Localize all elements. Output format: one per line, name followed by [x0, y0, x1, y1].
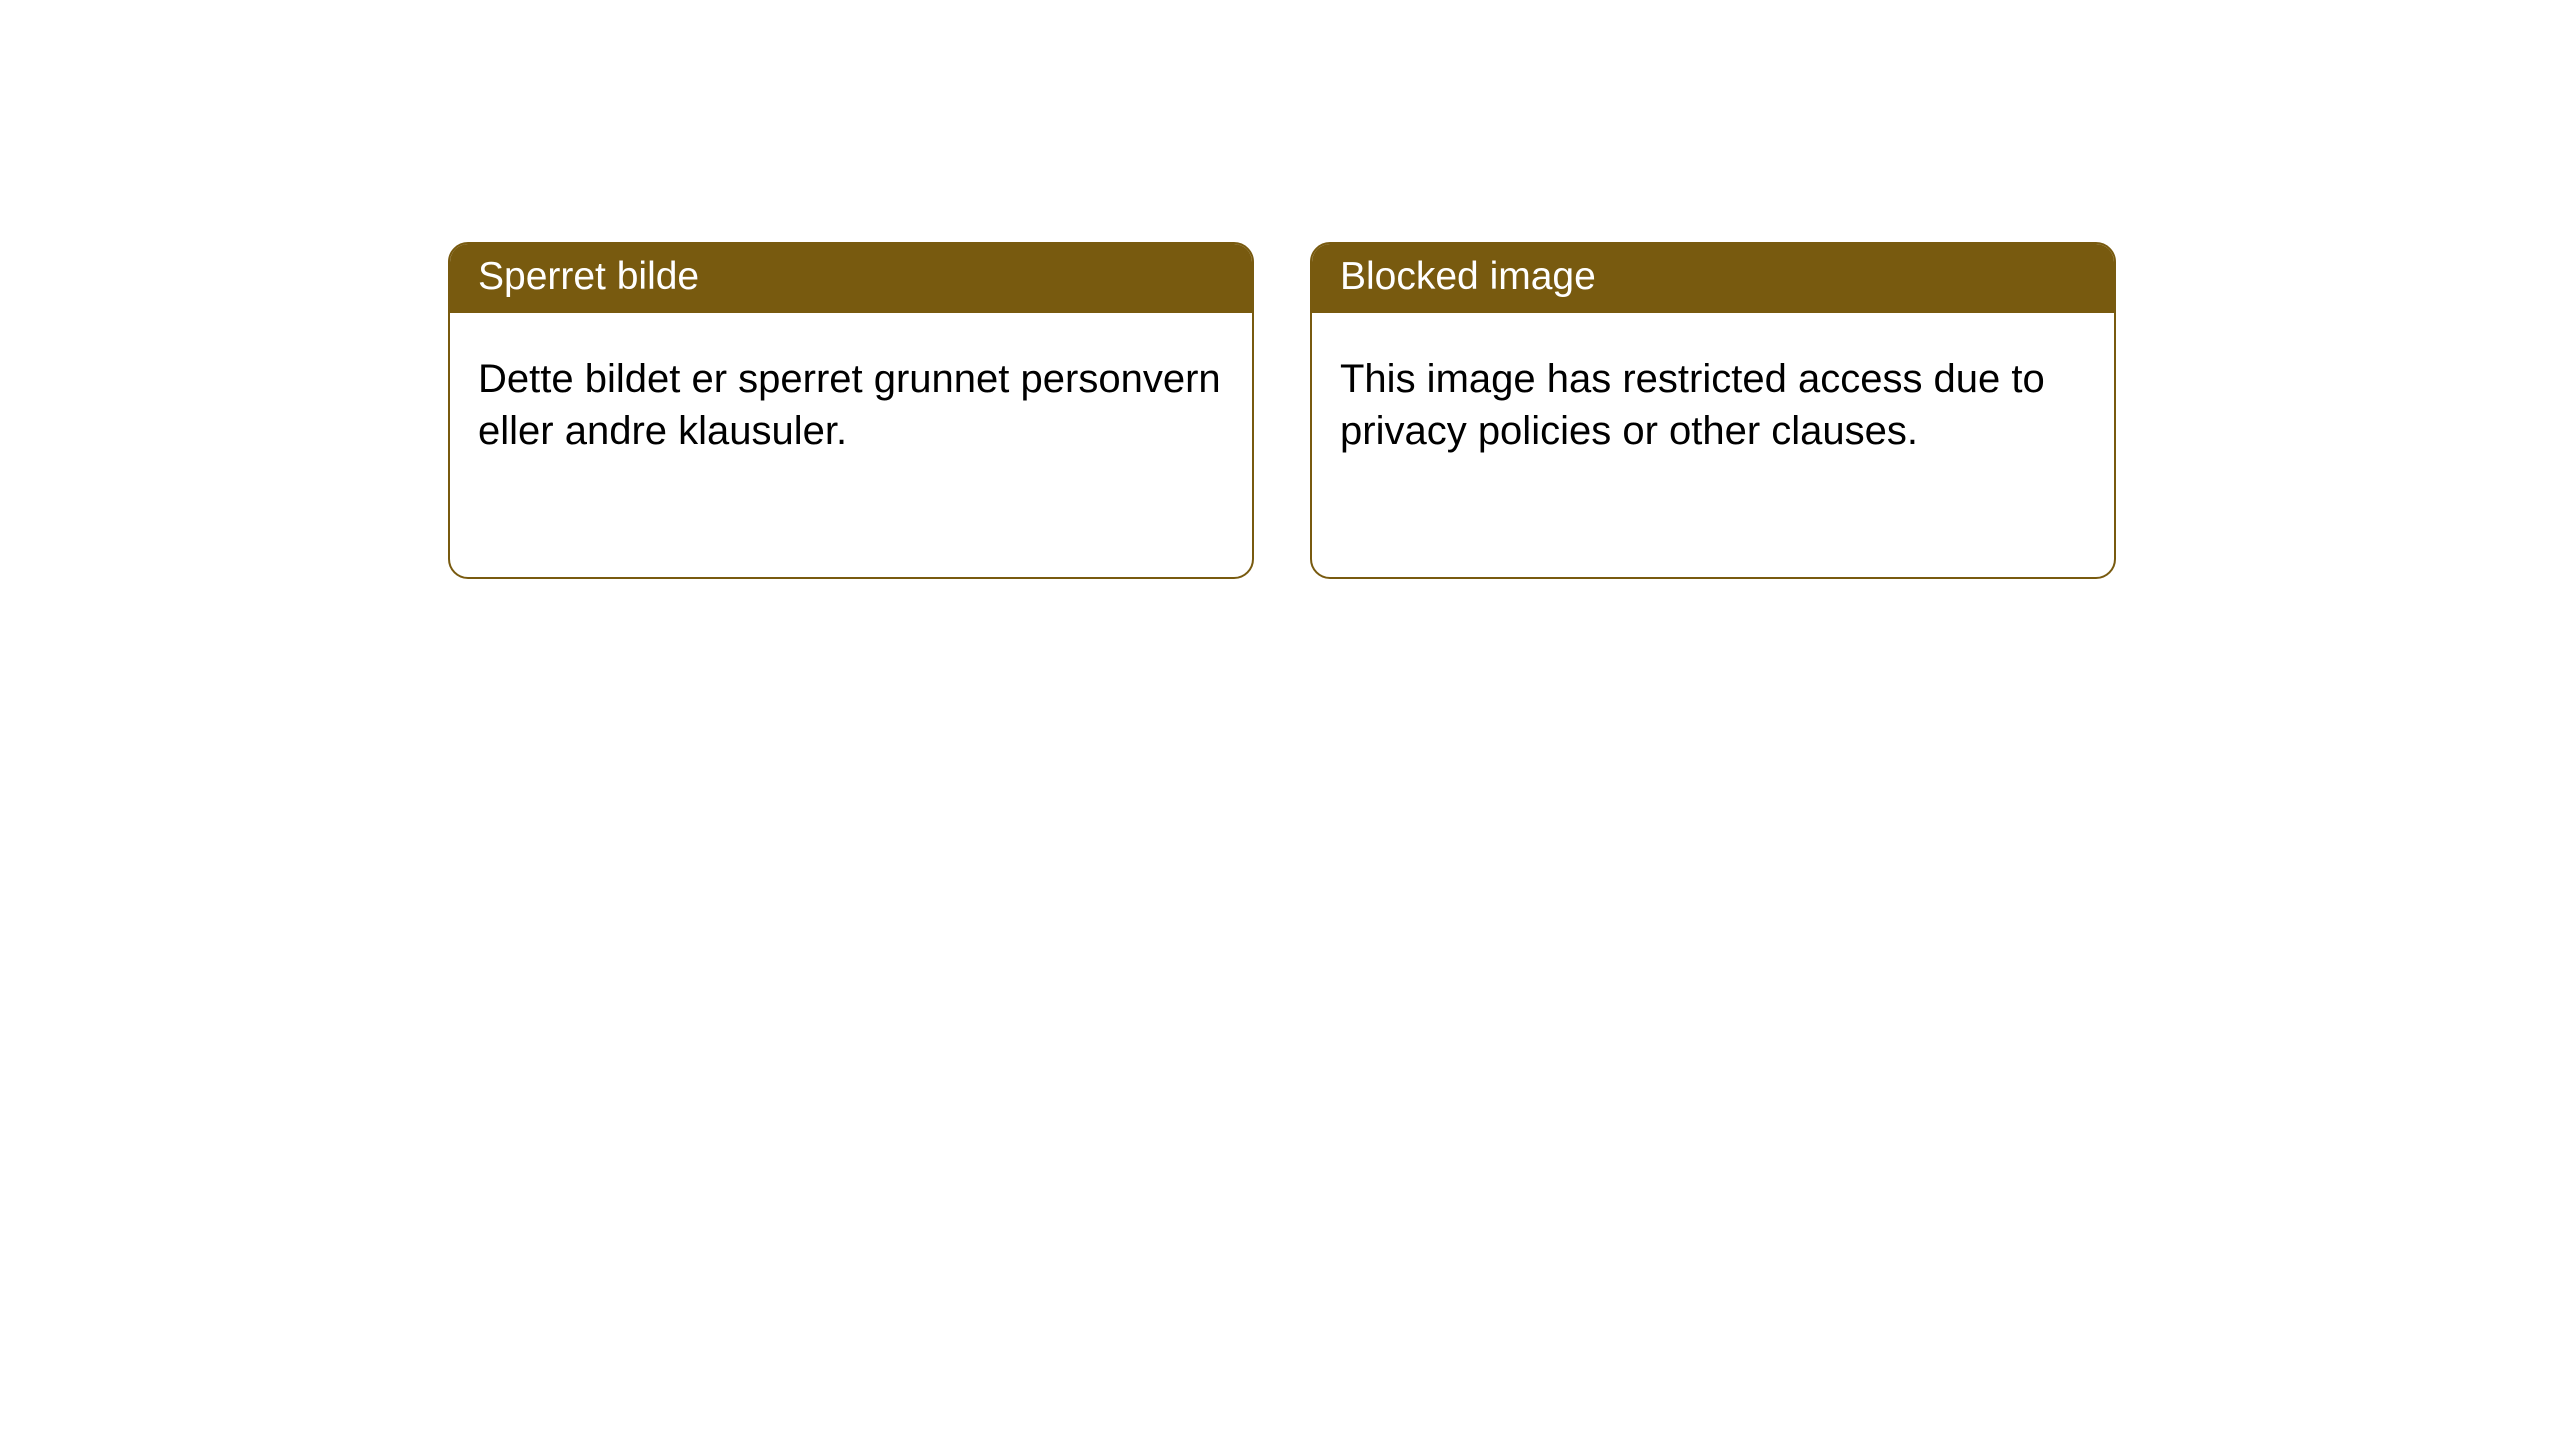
card-title: Sperret bilde — [450, 244, 1252, 313]
blocked-image-card-en: Blocked image This image has restricted … — [1310, 242, 2116, 579]
notice-cards-row: Sperret bilde Dette bildet er sperret gr… — [0, 0, 2560, 579]
card-body-text: Dette bildet er sperret grunnet personve… — [450, 313, 1252, 485]
card-title: Blocked image — [1312, 244, 2114, 313]
card-body-text: This image has restricted access due to … — [1312, 313, 2114, 485]
blocked-image-card-no: Sperret bilde Dette bildet er sperret gr… — [448, 242, 1254, 579]
